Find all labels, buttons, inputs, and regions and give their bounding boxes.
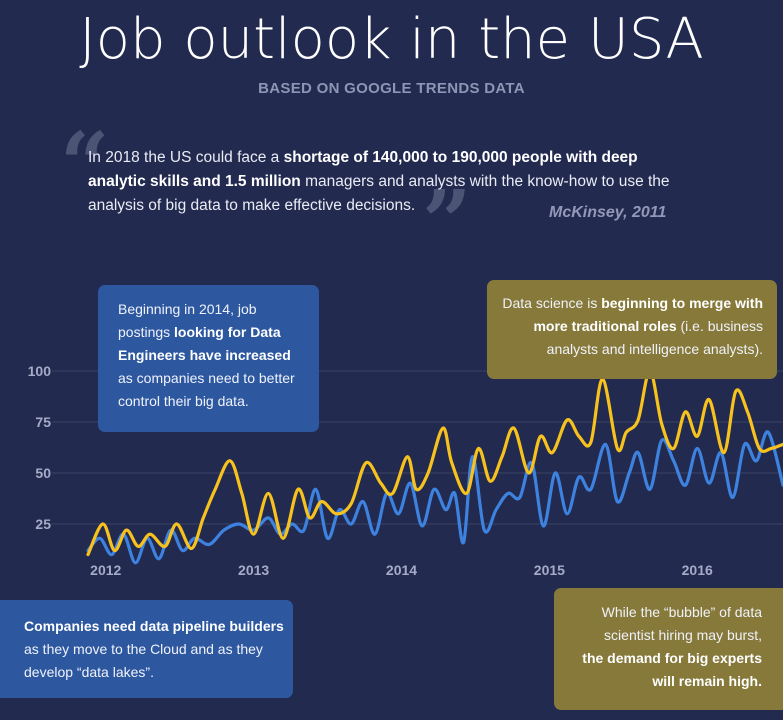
close-quote-mark: ” (422, 172, 472, 273)
quote-text: In 2018 the US could face a shortage of … (88, 146, 678, 218)
callout-data-engineers: Beginning in 2014, job postings looking … (98, 285, 319, 432)
y-tick-label: 50 (35, 465, 51, 481)
x-tick-label: 2015 (534, 562, 565, 578)
quote-source: McKinsey, 2011 (549, 204, 667, 221)
callout-science-line-1: Data science is beginning to merge with (502, 295, 763, 311)
callout-science-line-3: analysts and intelligence analysts). (546, 341, 763, 357)
quote-part-1: In 2018 the US could face a (88, 149, 284, 166)
callout-bubble-line-1: While the “bubble” of data (601, 604, 762, 620)
quote-part-2: managers and analysts with the know-how … (88, 173, 670, 214)
y-tick-label: 100 (28, 363, 52, 379)
callout-bubble-line-4: will remain high. (652, 673, 762, 689)
callout-engineers-line-2: postings looking for Data (118, 324, 281, 340)
page-subtitle: BASED ON GOOGLE TRENDS DATA (258, 80, 525, 97)
open-quote-mark: “ (60, 114, 110, 215)
callout-data-science: Data science is beginning to merge with … (487, 280, 777, 379)
callout-pipeline-line-2: as they move to the Cloud and as they (24, 641, 263, 657)
callout-engineers-line-4: as companies need to better (118, 370, 295, 386)
x-tick-label: 2014 (386, 562, 417, 578)
callout-pipeline-builders: Companies need data pipeline builders as… (0, 600, 293, 698)
callout-engineers-line-1: Beginning in 2014, job (118, 301, 257, 317)
callout-bubble: While the “bubble” of data scientist hir… (554, 588, 783, 710)
callout-bubble-line-3: the demand for big experts (582, 650, 762, 666)
callout-engineers-line-5: control their big data. (118, 393, 249, 409)
series-line-data-scientist (86, 369, 783, 557)
x-tick-label: 2012 (90, 562, 121, 578)
quote-bold: shortage of 140,000 to 190,000 people wi… (88, 149, 638, 190)
callout-bubble-line-2: scientist hiring may burst, (604, 627, 762, 643)
callout-engineers-line-3: Engineers have increased (118, 347, 291, 363)
x-tick-label: 2013 (238, 562, 269, 578)
x-tick-label: 2016 (682, 562, 713, 578)
y-tick-label: 25 (35, 516, 51, 532)
series-line-data-engineer (86, 430, 783, 565)
callout-pipeline-line-1: Companies need data pipeline builders (24, 618, 284, 634)
callout-pipeline-line-3: develop “data lakes”. (24, 664, 154, 680)
page-title: Job outlook in the USA (79, 7, 704, 72)
callout-science-line-2: more traditional roles (i.e. business (533, 318, 763, 334)
y-tick-label: 75 (35, 414, 51, 430)
